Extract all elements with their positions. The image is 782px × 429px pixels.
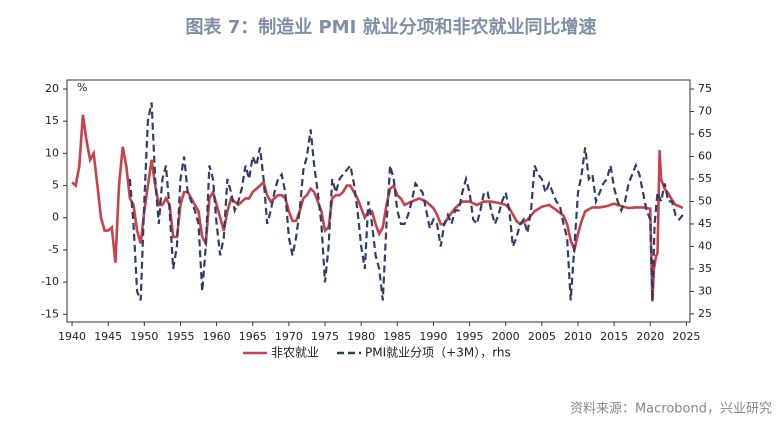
y-tick-label: 5 (52, 179, 59, 192)
y2-tick-label: 40 (698, 239, 712, 252)
x-tick-label: 1975 (311, 330, 339, 343)
legend-label: 非农就业 (271, 346, 319, 360)
x-tick-label: 1985 (383, 330, 411, 343)
series-line (71, 114, 684, 302)
x-tick-label: 2020 (636, 330, 664, 343)
x-tick-label: 2025 (672, 330, 700, 343)
x-tick-label: 1955 (166, 330, 194, 343)
x-tick-label: 1990 (419, 330, 447, 343)
x-tick-label: 1960 (203, 330, 231, 343)
y-tick-label: 10 (45, 146, 59, 159)
y2-tick-label: 30 (698, 284, 712, 297)
y-tick-label: 15 (45, 114, 59, 127)
y2-tick-label: 25 (698, 307, 712, 320)
x-tick-label: 1940 (58, 330, 86, 343)
y2-tick-label: 35 (698, 262, 712, 275)
x-tick-label: 1945 (94, 330, 122, 343)
y2-tick-label: 50 (698, 194, 712, 207)
y2-tick-label: 45 (698, 217, 712, 230)
y2-tick-label: 65 (698, 127, 712, 140)
x-tick-label: 1965 (239, 330, 267, 343)
x-tick-label: 2010 (564, 330, 592, 343)
y-tick-label: -10 (41, 275, 59, 288)
y-tick-label: 20 (45, 82, 59, 95)
y-tick-label: -15 (41, 307, 59, 320)
y-unit: % (77, 81, 87, 94)
series-line (128, 102, 684, 301)
x-tick-label: 2000 (492, 330, 520, 343)
y2-tick-label: 55 (698, 172, 712, 185)
x-tick-label: 1980 (347, 330, 375, 343)
y2-tick-label: 75 (698, 82, 712, 95)
x-tick-label: 1970 (275, 330, 303, 343)
y2-tick-label: 70 (698, 104, 712, 117)
chart-title: 图表 7：制造业 PMI 就业分项和非农就业同比增速 (185, 16, 596, 38)
y2-tick-label: 60 (698, 149, 712, 162)
y-tick-label: 0 (52, 211, 59, 224)
legend-label: PMI就业分项（+3M），rhs (365, 346, 511, 360)
x-tick-label: 2015 (600, 330, 628, 343)
x-tick-label: 2005 (528, 330, 556, 343)
x-tick-label: 1950 (130, 330, 158, 343)
x-tick-label: 1995 (456, 330, 484, 343)
y-tick-label: -5 (48, 243, 59, 256)
source: 资料来源：Macrobond，兴业研究 (570, 402, 772, 417)
